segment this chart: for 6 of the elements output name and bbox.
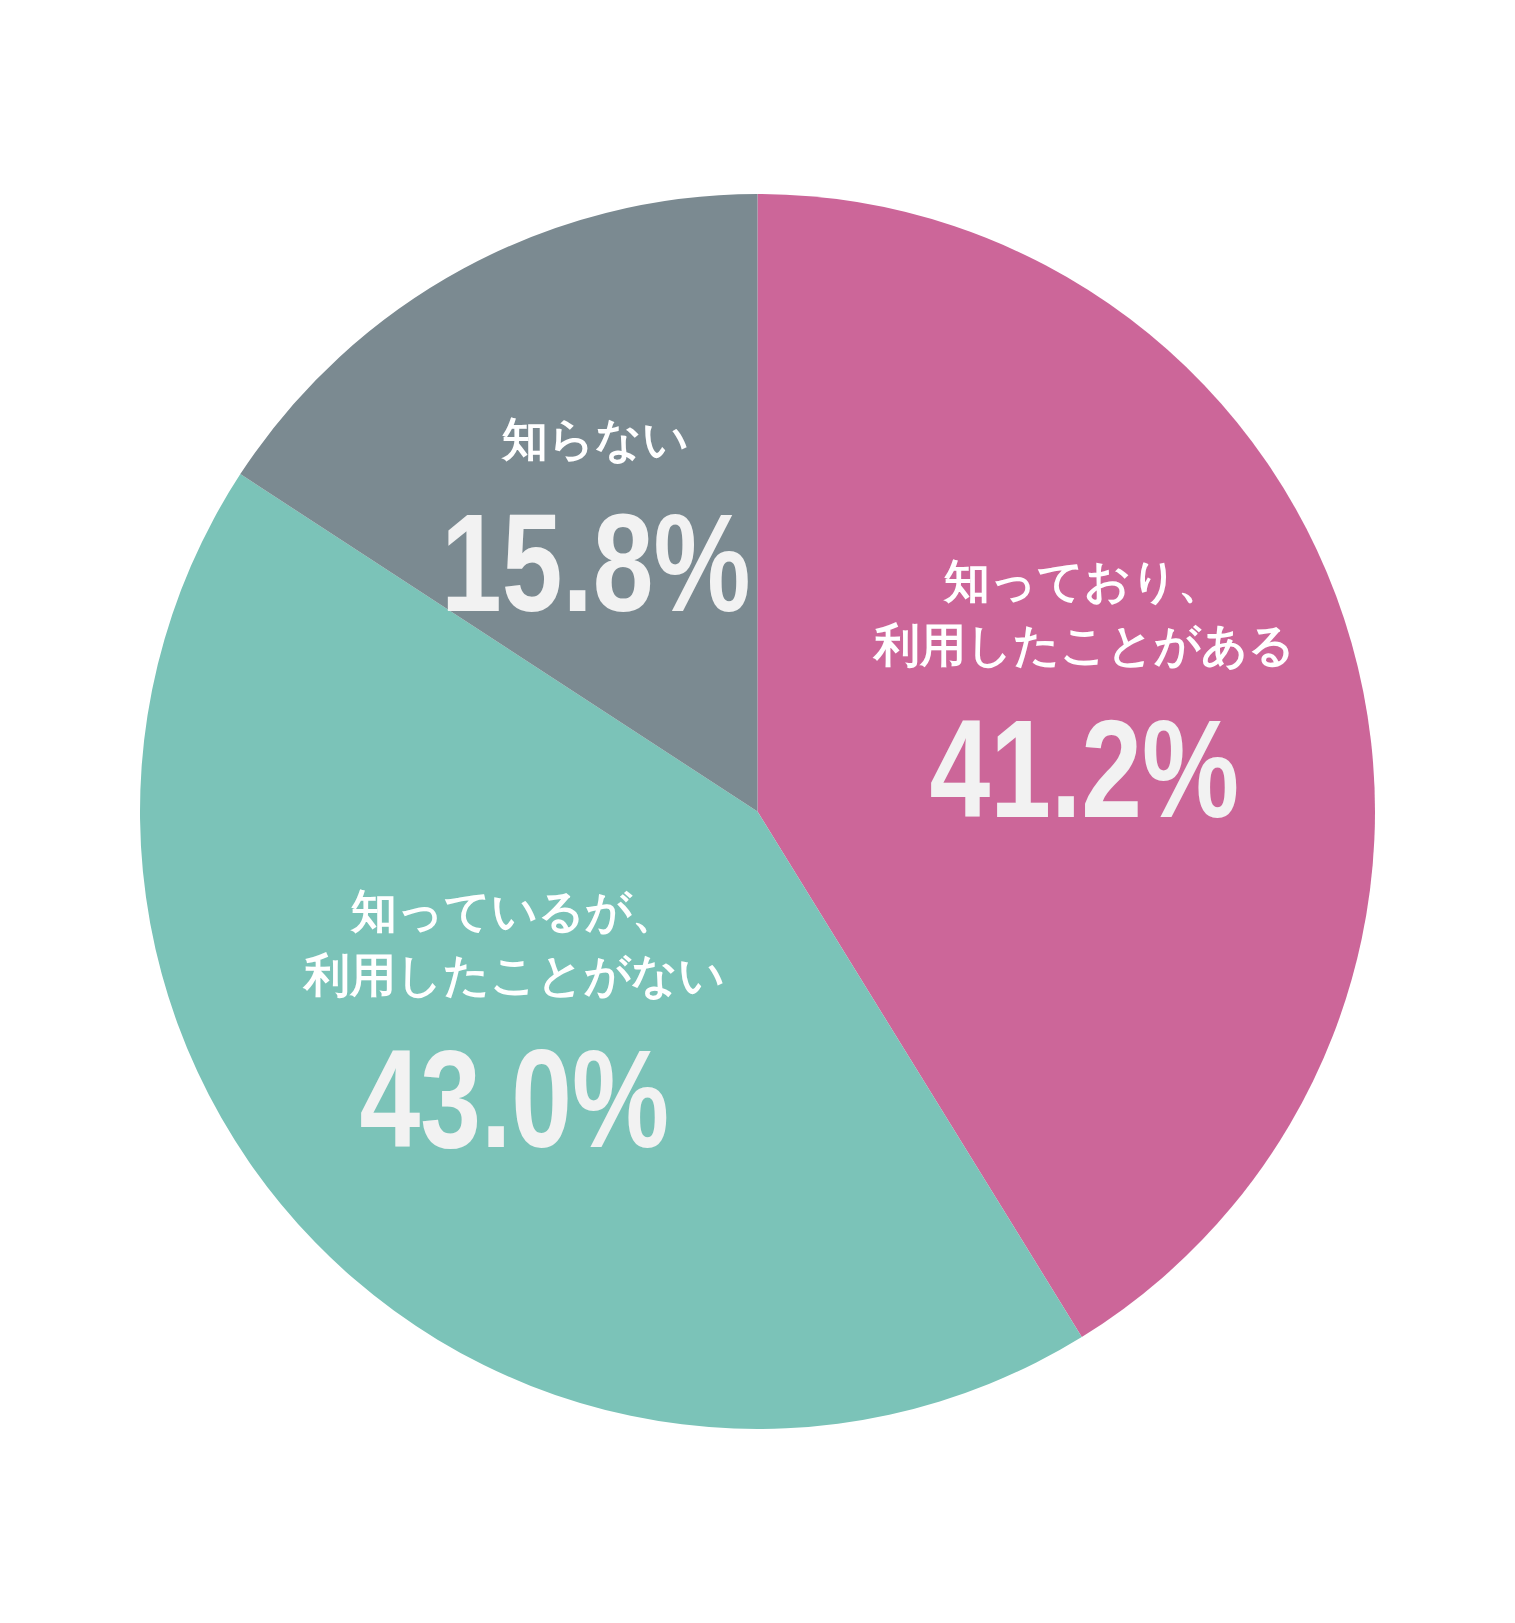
data-label: 43.0%	[359, 1020, 670, 1178]
slice-label: 知っており、利用したことがある	[871, 553, 1295, 672]
data-label: 41.2%	[929, 690, 1240, 848]
slice-label: 知らない	[501, 411, 690, 466]
data-label: 15.8%	[440, 484, 751, 642]
slice-label: 知っているが、利用したことがない	[301, 883, 725, 1002]
